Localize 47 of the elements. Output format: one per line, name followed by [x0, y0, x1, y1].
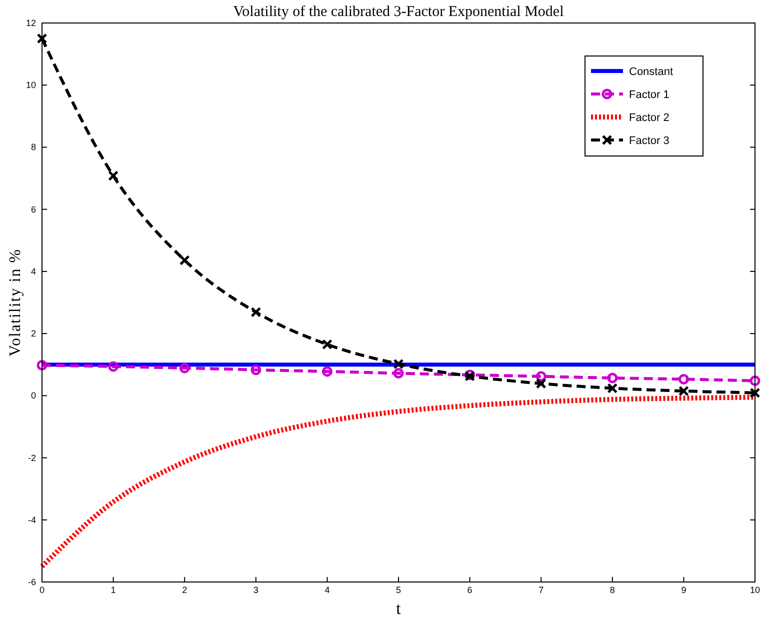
point [108, 170, 119, 182]
y-tick-label: 2 [30, 328, 36, 339]
chart-title: Volatility of the calibrated 3-Factor Exponential Model [233, 4, 564, 20]
point [36, 33, 48, 44]
point [36, 360, 48, 370]
legend-label: Factor 1 [629, 89, 670, 101]
point [536, 378, 546, 389]
x-tick-label: 8 [610, 585, 615, 595]
x-tick-label: 5 [396, 585, 402, 595]
legend-label: Factor 2 [629, 112, 670, 124]
x-tick-label: 9 [681, 585, 686, 595]
y-tick-label: 0 [30, 390, 36, 401]
x-tick-label: 7 [538, 585, 544, 595]
x-tick-label: 10 [750, 585, 760, 595]
x-tick-label: 0 [39, 585, 45, 595]
y-tick-label: 6 [30, 204, 36, 214]
point [393, 358, 404, 370]
y-tick-label: -4 [28, 514, 36, 525]
y-tick-label: -2 [28, 452, 36, 463]
x-tick-label: 6 [467, 585, 472, 595]
point [179, 362, 190, 374]
point [750, 388, 760, 398]
point [750, 376, 760, 386]
legend-label: Constant [629, 66, 674, 78]
point [607, 372, 618, 384]
y-tick-label: 8 [30, 142, 36, 152]
x-tick-label: 4 [324, 585, 330, 595]
point [179, 255, 190, 266]
point [250, 364, 262, 376]
y-tick-label: 12 [26, 18, 36, 28]
point [108, 361, 119, 372]
point [607, 382, 618, 394]
point [322, 339, 332, 350]
x-tick-label: 2 [182, 585, 188, 595]
point [393, 368, 404, 379]
point [678, 374, 689, 384]
y-tick-label: 4 [30, 266, 36, 276]
point [678, 386, 689, 396]
y-tick-label: 10 [26, 80, 36, 90]
point [250, 306, 262, 318]
y-tick-label: -6 [28, 577, 36, 587]
x-axis-title: t [396, 599, 402, 618]
x-tick-label: 3 [253, 585, 258, 595]
x-tick-label: 1 [110, 585, 116, 595]
y-axis-title: Volatility in % [7, 248, 24, 357]
point [322, 366, 332, 377]
legend-label: Factor 3 [629, 135, 670, 147]
